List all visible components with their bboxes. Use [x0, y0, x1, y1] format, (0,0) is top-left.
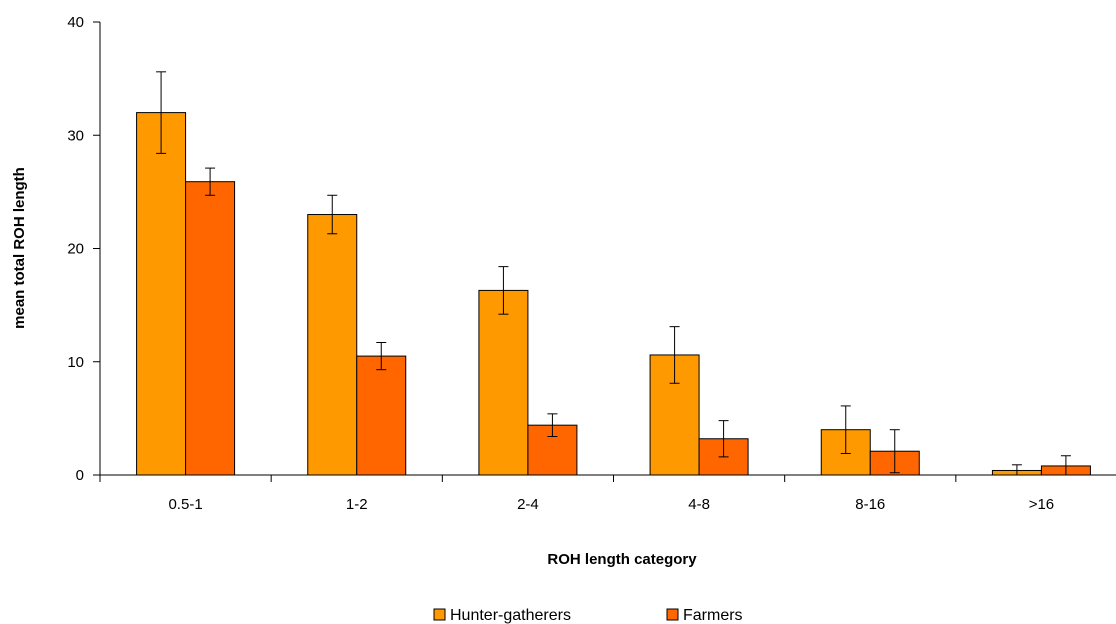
legend: Hunter-gatherers Farmers: [433, 607, 743, 624]
error-bar-farmers-1: [376, 341, 387, 371]
error-bar-farmers-3: [718, 420, 729, 458]
error-bar-hunter-gatherers-0: [156, 71, 167, 154]
error-bar-hunter-gatherers-4: [840, 405, 851, 454]
legend-label-farmers: Farmers: [683, 607, 743, 624]
bar-hunter-gatherers-2: [478, 289, 529, 476]
x-axis-title: ROH length category: [547, 551, 697, 568]
bar-hunter-gatherers-1: [307, 214, 358, 476]
legend-label-hunter-gatherers: Hunter-gatherers: [450, 607, 571, 624]
y-axis-title: mean total ROH length: [11, 167, 28, 329]
x-tick-label: 1-2: [346, 496, 368, 513]
error-bar-farmers-4: [889, 429, 900, 474]
legend-swatch-farmers: [666, 608, 679, 621]
y-tick-label: 10: [67, 354, 84, 371]
bar-farmers-1: [356, 355, 407, 476]
x-tick-label: 8-16: [855, 496, 885, 513]
error-bar-hunter-gatherers-3: [669, 326, 680, 384]
legend-swatch-hunter-gatherers: [433, 608, 446, 621]
error-bar-hunter-gatherers-2: [498, 266, 509, 315]
bar-hunter-gatherers-0: [136, 112, 187, 476]
error-bars-group: [156, 71, 1071, 476]
x-tick-label: 2-4: [517, 496, 539, 513]
x-tick-label: >16: [1029, 496, 1054, 513]
x-tick-label: 0.5-1: [168, 496, 202, 513]
y-tick-label: 0: [76, 467, 84, 484]
bar-farmers-0: [185, 181, 236, 476]
error-bar-farmers-2: [547, 413, 558, 437]
bars-group: [136, 112, 1091, 476]
y-ticks-group: 0 10 20 30 40: [67, 14, 100, 484]
error-bar-hunter-gatherers-1: [327, 194, 338, 235]
error-bar-farmers-0: [205, 167, 216, 196]
y-tick-label: 40: [67, 14, 84, 31]
y-tick-label: 20: [67, 241, 84, 258]
y-tick-label: 30: [67, 127, 84, 144]
x-ticks-group: 0.5-1 1-2 2-4 4-8 8-16 >16: [99, 475, 1054, 513]
x-tick-label: 4-8: [688, 496, 710, 513]
